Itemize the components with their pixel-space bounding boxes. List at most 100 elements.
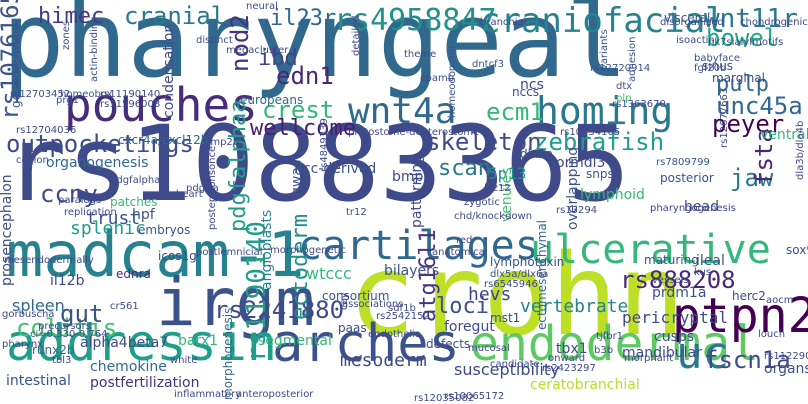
word-dla3b-dla4b-167: dla3b/dla4b (795, 120, 806, 180)
word-tjfbr1-183: tjfbr1 (596, 331, 624, 342)
word-ventral-113: ventral (760, 127, 808, 143)
word-paas-85: paas (338, 321, 367, 335)
word-b3b-182: b3b (594, 345, 614, 356)
word-jaw-46: jaw (730, 164, 774, 192)
word-rs13294-162: rs13294 (556, 205, 598, 216)
word-zygotic-159: zygotic (464, 197, 500, 208)
word-arches-7: arches (272, 314, 460, 374)
word-tr12-161: tr12 (346, 207, 367, 218)
word-prosencephalon-72: prosencephalon (0, 174, 15, 286)
word-paralogs-149: paralogs (58, 195, 102, 206)
word-cusps-88: cusps (654, 329, 695, 345)
word-posterior-107: posterior (660, 171, 714, 185)
word-pouches-6: pouches (64, 78, 258, 132)
word-mandibular-90: mandibular (622, 345, 702, 361)
word-bowel-29: bowel (706, 24, 779, 52)
word-kus-185: kus (694, 267, 712, 278)
word-tbl3-190: tbl3 (52, 355, 72, 366)
word-associations-173: associations (342, 299, 404, 310)
word-plp-119: plp (616, 93, 632, 104)
word-ccny-24: ccny (40, 180, 98, 208)
word-ptpn2-12: ptpn2 (672, 288, 808, 344)
word-zebrafish-17: zebrafish (534, 128, 665, 156)
word-hevs-51: hevs (468, 284, 512, 305)
word-rs11229030-189: rs11229030 (764, 351, 808, 362)
word-splenic-55: splenic (70, 218, 146, 239)
word-ceylon-142: ceylon (16, 155, 49, 166)
word-unc45a-30: unc45a (716, 92, 803, 120)
word-pdgfra-197: pdgfra (186, 183, 219, 194)
word-loci-42: loci (436, 294, 489, 319)
word-trust-54: trust (86, 208, 141, 229)
word-babyface-118: babyface (694, 53, 741, 64)
word-bilayers-82: bilayers (384, 263, 440, 279)
word-inflammatory-192: inflammatory (174, 389, 242, 400)
word-vertebrate-50: vertebrate (520, 296, 629, 317)
word-fgf20b-117: fgf20b (694, 63, 727, 74)
word-distinct-134: distinct (196, 35, 233, 46)
word-hpf-73: hpf (132, 207, 155, 223)
word-rs2241880-18: rs2241880 (214, 296, 345, 324)
word-dlx2a-103: dlx2a (520, 147, 554, 161)
word-postlemnicial-198: postlemnicial (196, 247, 263, 258)
word-maturing-97: maturing (644, 253, 699, 267)
word-chd-knockdown-158: chd/knockdown (454, 211, 533, 222)
word-heart-152: heart (176, 189, 203, 200)
word-candidate-178: candidate (490, 359, 540, 370)
word-marginal-111: marginal (712, 71, 766, 85)
word-dntcf3-130: dntcf3 (472, 59, 504, 70)
word-endothelia-176: endothelia (368, 329, 422, 340)
word-snps-100: snps (586, 167, 614, 181)
word-red-160: red (456, 235, 473, 246)
word-mesendodermally-155: mesendodermally (4, 255, 94, 266)
word-ibd-35: ibd (258, 46, 298, 71)
word-anteroposterior-193: anteroposterior (236, 389, 314, 400)
word-head-101: head (684, 199, 719, 215)
word-chondrogenic-121: chondrogenic (740, 17, 808, 28)
word-wellcome-33: wellcome (250, 116, 356, 141)
word-defects-84: defects (426, 337, 471, 351)
word-anatomical-157: anatomical (432, 247, 488, 258)
word-tbx1-89: tbx1 (556, 341, 588, 357)
word-rs10734105-144: rs10734105 (560, 127, 621, 138)
word-neural-114: neural (246, 1, 278, 12)
word-patches-75: patches (110, 195, 158, 209)
word-cranial-37: cranial (124, 2, 226, 30)
word-wnt11r-28: wnt11r (704, 4, 798, 34)
word-ecm1-27: ecm1 (486, 98, 544, 126)
word-irgm-4: irgm (156, 264, 315, 341)
word-ci-0-330-0-764-195: ci=0.330-0.764 (30, 329, 108, 340)
word-endodermal-8: endodermal (470, 316, 759, 372)
word-morphogenetic-156: morphogenetic (270, 245, 346, 256)
word-crohn-2: crohn (348, 231, 686, 361)
word-white-191: white (170, 355, 198, 366)
word-aocm-188: aocm (766, 295, 794, 306)
word-segmental-86: segmental (258, 333, 332, 349)
word-herc2-109: herc2 (732, 289, 766, 303)
word-il23r-36: il23r (270, 6, 337, 31)
word-lymphotoxin-62: lymphotoxin (490, 255, 565, 269)
word-theme-132: theme (404, 49, 437, 60)
word-dlx5a-dlx6a-165: dlx5a/dlx6a (490, 269, 549, 280)
word-disorganized-126: disorganized (660, 17, 724, 28)
word-mucosal-177: mucosal (468, 343, 510, 354)
word-cr561-171: cr561 (110, 301, 139, 312)
word-pulp-48: pulp (716, 72, 769, 97)
word-postfertilization-69: postfertilization (90, 375, 200, 391)
word-gorbuscha-168: gorbuscha (2, 309, 55, 320)
word-organs-91: organs (764, 361, 808, 377)
word-rs10883365-1: rs10883365 (4, 103, 631, 225)
word-rs4849339-154: rs4849339 (319, 118, 330, 172)
word-cxcr4a-cxcl12b-58: cxcr4a/cxcl12b (118, 133, 209, 147)
word-ceratobranchial-93: ceratobranchial (530, 377, 640, 393)
word-addressin-5: addressin (6, 314, 277, 372)
word-lymphoid-99: lymphoid (580, 187, 645, 203)
word-barx1-66: barx1 (178, 333, 219, 349)
word-rs12035082-194: rs12035082 (414, 393, 475, 404)
word-fscn1a-45: fscn1a (704, 346, 791, 374)
word-bmp2b-199: bmp2b (204, 137, 240, 148)
word-cey-175: cey (339, 292, 350, 310)
word-il12b-64: il12b (50, 273, 85, 289)
word-wnt4a-13: wnt4a (348, 91, 457, 132)
